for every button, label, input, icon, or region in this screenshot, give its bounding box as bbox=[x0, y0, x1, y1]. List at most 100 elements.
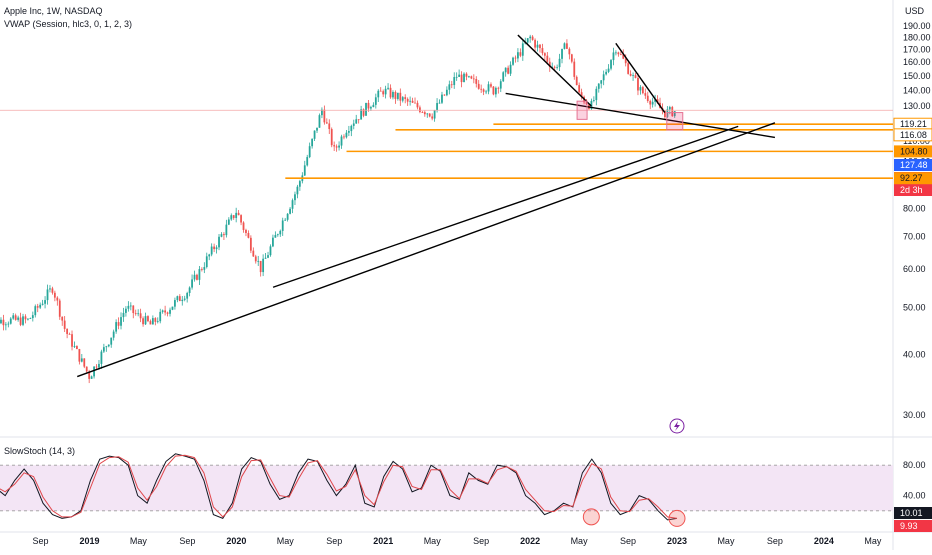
candle-body bbox=[191, 279, 193, 288]
candle-body bbox=[76, 346, 78, 350]
candle-body bbox=[343, 136, 345, 138]
candle-body bbox=[370, 107, 372, 109]
stoch-tick-label: 80.00 bbox=[903, 460, 926, 470]
stoch-k-line bbox=[0, 453, 678, 521]
candle-body bbox=[460, 74, 463, 83]
candle-body bbox=[61, 316, 64, 321]
candle-body bbox=[259, 260, 262, 273]
x-tick-label: Sep bbox=[326, 536, 342, 546]
candle-body bbox=[95, 366, 98, 368]
candle-body bbox=[507, 67, 510, 74]
candle-body bbox=[31, 315, 34, 319]
price-tag: 116.08 bbox=[893, 128, 932, 142]
candle-body bbox=[100, 351, 103, 364]
stoch-band bbox=[0, 464, 893, 512]
candle-body bbox=[223, 234, 225, 236]
candle-body bbox=[44, 300, 46, 304]
price-tag-text: 116.08 bbox=[900, 130, 927, 140]
candle-body bbox=[445, 89, 448, 96]
candle-body bbox=[639, 87, 642, 91]
candle-body bbox=[490, 84, 492, 87]
candle-body bbox=[494, 87, 497, 95]
candle-body bbox=[517, 52, 519, 59]
candle-body bbox=[88, 371, 91, 379]
candle-body bbox=[426, 113, 429, 115]
candle-body bbox=[558, 58, 561, 68]
candle-layer bbox=[0, 34, 676, 384]
candle-body bbox=[443, 94, 446, 96]
candle-body bbox=[372, 104, 375, 108]
candle-body bbox=[147, 316, 149, 322]
candle-body bbox=[472, 78, 475, 80]
candle-body bbox=[93, 366, 95, 377]
candle-body bbox=[181, 299, 184, 302]
candle-body bbox=[556, 67, 559, 68]
candle-body bbox=[499, 81, 502, 89]
x-tick-label: Sep bbox=[179, 536, 195, 546]
price-tag: 127.48 bbox=[894, 159, 932, 171]
candle-body bbox=[115, 322, 118, 332]
candle-body bbox=[411, 100, 414, 103]
candle-body bbox=[514, 57, 517, 59]
candle-body bbox=[536, 44, 539, 48]
candle-body bbox=[512, 57, 514, 65]
candle-body bbox=[90, 376, 93, 379]
candle-body bbox=[629, 73, 632, 76]
candle-body bbox=[333, 145, 336, 147]
lightning-icon[interactable] bbox=[669, 418, 685, 434]
x-tick-label: May bbox=[571, 536, 589, 546]
candle-body bbox=[254, 256, 257, 262]
candle-body bbox=[477, 83, 480, 89]
candle-body bbox=[73, 346, 76, 347]
candle-body bbox=[218, 236, 220, 248]
y-tick-label: 170.00 bbox=[903, 44, 931, 54]
candle-body bbox=[58, 300, 61, 317]
candle-body bbox=[132, 305, 135, 314]
y-axis-unit: USD bbox=[905, 6, 925, 16]
x-tick-label: Sep bbox=[473, 536, 489, 546]
candle-body bbox=[306, 157, 309, 166]
candle-body bbox=[269, 246, 272, 256]
candle-body bbox=[595, 88, 598, 101]
candle-body bbox=[29, 318, 32, 319]
candle-body bbox=[338, 145, 340, 148]
candle-body bbox=[455, 76, 458, 78]
candle-body bbox=[419, 107, 421, 112]
trendline bbox=[76, 122, 776, 378]
candle-body bbox=[215, 247, 218, 250]
candle-body bbox=[249, 237, 252, 251]
candle-body bbox=[41, 303, 44, 305]
candle-body bbox=[36, 306, 39, 308]
candle-body bbox=[362, 109, 365, 116]
trendline-layer bbox=[76, 34, 776, 378]
candle-body bbox=[597, 83, 600, 89]
candle-body bbox=[46, 289, 49, 301]
candle-body bbox=[399, 92, 402, 101]
candle-body bbox=[431, 116, 434, 119]
candle-body bbox=[127, 305, 130, 309]
candle-body bbox=[578, 85, 581, 93]
y-tick-label: 150.00 bbox=[903, 71, 931, 81]
chart-title: Apple Inc, 1W, NASDAQ bbox=[4, 6, 103, 16]
candle-body bbox=[245, 229, 247, 233]
candle-body bbox=[561, 48, 563, 59]
candle-body bbox=[291, 200, 294, 209]
candle-body bbox=[134, 313, 137, 314]
candle-body bbox=[247, 232, 250, 238]
candle-body bbox=[389, 87, 392, 98]
candle-body bbox=[350, 125, 353, 132]
candle-body bbox=[367, 102, 370, 109]
candle-body bbox=[480, 88, 483, 90]
candle-body bbox=[570, 54, 573, 62]
candle-body bbox=[624, 58, 627, 64]
candle-body bbox=[213, 246, 216, 250]
candle-body bbox=[276, 234, 279, 236]
candle-body bbox=[174, 300, 176, 307]
candle-body bbox=[497, 87, 500, 89]
candle-body bbox=[63, 320, 66, 329]
candle-body bbox=[53, 292, 56, 298]
stoch-marker bbox=[668, 509, 686, 527]
y-tick-label: 160.00 bbox=[903, 57, 931, 67]
candle-body bbox=[129, 305, 132, 307]
